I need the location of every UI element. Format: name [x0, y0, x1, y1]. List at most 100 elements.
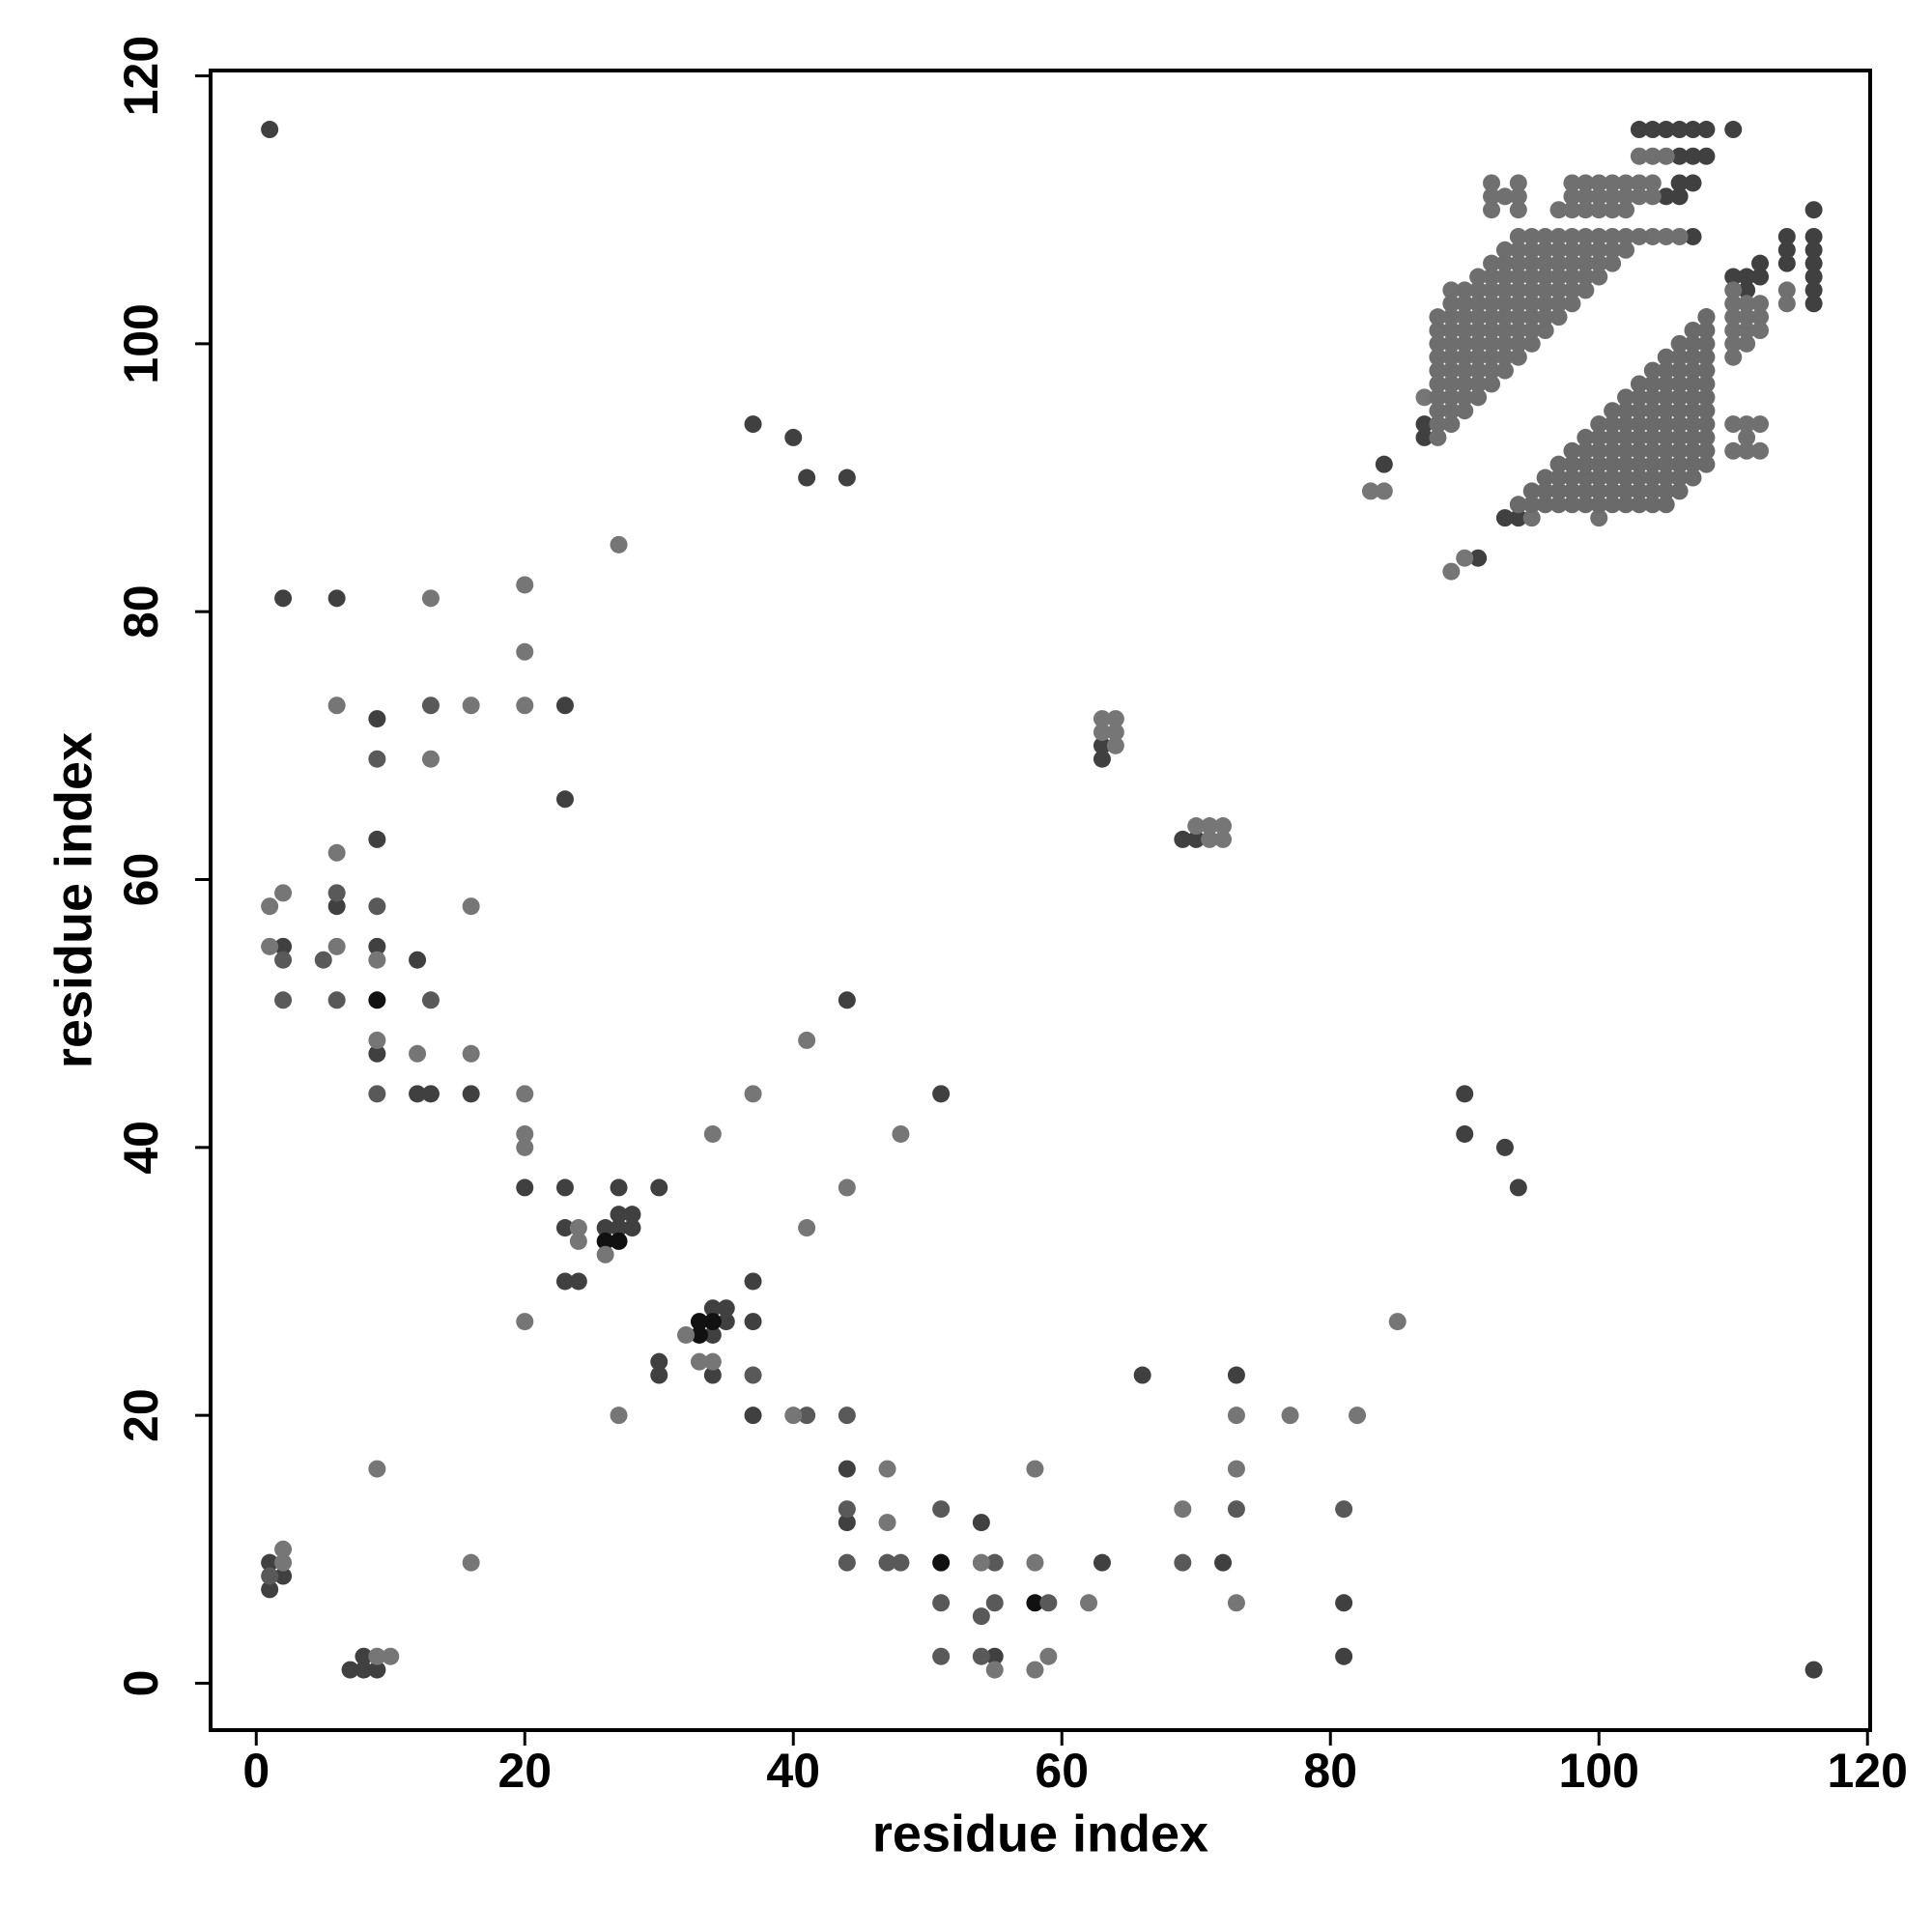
point: [1630, 415, 1648, 434]
point: [1697, 375, 1716, 393]
point: [1630, 455, 1648, 473]
point: [1590, 201, 1608, 219]
point: [1509, 348, 1527, 366]
point: [1670, 428, 1689, 446]
point: [1442, 388, 1461, 407]
point: [1469, 322, 1488, 340]
point: [1630, 147, 1648, 165]
y-tick-label: 0: [114, 1670, 168, 1697]
point: [1670, 415, 1689, 434]
point: [1697, 147, 1716, 165]
point: [1643, 496, 1662, 514]
point: [1429, 334, 1447, 353]
point: [838, 1500, 856, 1519]
point: [1469, 281, 1488, 299]
point: [1604, 174, 1622, 192]
point: [1684, 121, 1702, 139]
point: [1684, 348, 1702, 366]
point: [1442, 308, 1461, 327]
point: [1724, 295, 1743, 313]
point: [1590, 455, 1608, 473]
point: [1442, 361, 1461, 380]
point: [1617, 428, 1635, 446]
point: [1684, 174, 1702, 192]
point: [1174, 830, 1192, 848]
point: [1429, 308, 1447, 327]
point: [274, 1553, 293, 1572]
point: [1549, 241, 1568, 259]
point: [569, 1272, 587, 1291]
point: [1026, 1594, 1044, 1612]
point: [1509, 174, 1527, 192]
point: [1483, 187, 1501, 206]
point: [1738, 322, 1756, 340]
point: [1724, 281, 1743, 299]
point: [1442, 281, 1461, 299]
point: [421, 696, 440, 715]
point: [1483, 281, 1501, 299]
point: [261, 1567, 279, 1585]
point: [1509, 187, 1527, 206]
point: [382, 1647, 400, 1665]
point: [1577, 201, 1595, 219]
x-tick-label: 60: [1035, 1744, 1089, 1798]
point: [421, 750, 440, 768]
point: [1777, 227, 1796, 245]
point: [838, 1553, 856, 1572]
point: [368, 937, 386, 955]
point: [1617, 415, 1635, 434]
point: [1617, 201, 1635, 219]
point: [1483, 348, 1501, 366]
point: [1604, 201, 1622, 219]
point: [1724, 322, 1743, 340]
point: [1670, 174, 1689, 192]
point: [1738, 308, 1756, 327]
point: [1549, 268, 1568, 286]
point: [1724, 121, 1743, 139]
point: [274, 937, 293, 955]
point: [1536, 295, 1554, 313]
point: [1456, 402, 1474, 420]
point: [1039, 1594, 1058, 1612]
point: [327, 884, 346, 902]
point: [1643, 375, 1662, 393]
point: [1483, 268, 1501, 286]
point: [1697, 441, 1716, 460]
point: [1697, 308, 1716, 327]
point: [1657, 187, 1675, 206]
point: [1227, 1460, 1245, 1478]
point: [1227, 1594, 1245, 1612]
point: [1670, 147, 1689, 165]
point: [1724, 348, 1743, 366]
point: [1643, 455, 1662, 473]
point: [1617, 227, 1635, 245]
point: [1617, 455, 1635, 473]
point: [1509, 509, 1527, 527]
point: [1590, 482, 1608, 500]
point: [1697, 334, 1716, 353]
point: [1522, 308, 1541, 327]
point: [650, 1352, 668, 1371]
point: [1563, 496, 1581, 514]
point: [1509, 322, 1527, 340]
point: [274, 884, 293, 902]
point: [1106, 736, 1124, 754]
point: [1522, 227, 1541, 245]
point: [1469, 348, 1488, 366]
point: [1549, 469, 1568, 487]
point: [516, 1085, 534, 1103]
point: [274, 951, 293, 969]
point: [798, 469, 816, 487]
point: [1590, 415, 1608, 434]
point: [1536, 482, 1554, 500]
point: [1684, 428, 1702, 446]
point: [555, 1272, 574, 1291]
point: [569, 1219, 587, 1237]
point: [1738, 295, 1756, 313]
y-tick-label: 60: [114, 853, 168, 907]
point: [1495, 295, 1514, 313]
point: [1657, 482, 1675, 500]
point: [1456, 388, 1474, 407]
y-tick-label: 80: [114, 584, 168, 639]
point: [1630, 227, 1648, 245]
